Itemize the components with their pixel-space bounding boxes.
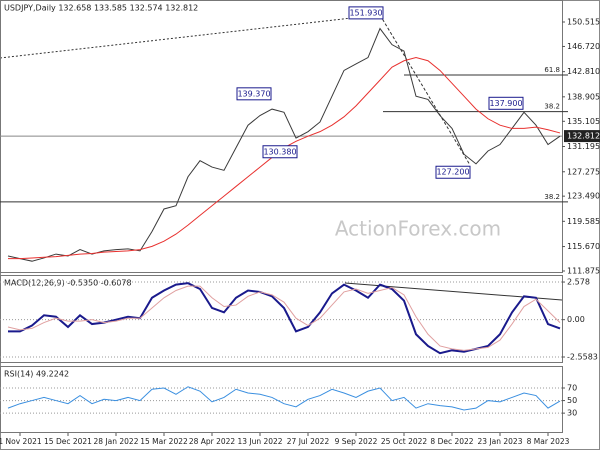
- x-tick-label: 27 Jul 2022: [287, 437, 330, 446]
- y-tick-label: 142.810: [567, 67, 600, 76]
- price-callout-label: 137.900: [489, 99, 522, 108]
- y-tick-label: 150.515: [567, 18, 600, 27]
- last-price-box: [564, 130, 600, 143]
- x-tick-label: 15 Dec 2021: [44, 437, 92, 446]
- y-tick-label: 2.578: [567, 278, 590, 287]
- x-tick-label: 25 Oct 2022: [381, 437, 428, 446]
- x-tick-label: 15 Mar 2022: [140, 437, 188, 446]
- trend-line: [379, 14, 471, 166]
- x-tick-label: 8 Dec 2022: [430, 437, 473, 446]
- price-callout: [348, 6, 384, 20]
- price-callout-label: 139.370: [237, 89, 270, 98]
- price-callout-label: 127.200: [436, 168, 469, 177]
- y-tick-label: 135.105: [567, 117, 600, 126]
- x-tick-label: 13 Jun 2022: [237, 437, 282, 446]
- panel: [0, 366, 563, 433]
- level-label: 61.8: [544, 66, 560, 74]
- x-tick-label: 1 Nov 2021: [0, 437, 42, 446]
- y-tick-label: 70: [567, 384, 577, 393]
- price-callout: [488, 96, 524, 110]
- level-label: 38.2: [544, 193, 560, 201]
- level-label: 38.2: [544, 103, 560, 111]
- panel-title: RSI(14) 49.2242: [4, 370, 69, 379]
- price-callout-label: 151.930: [349, 8, 382, 17]
- y-tick-label: 30: [567, 409, 577, 418]
- y-tick-label: -2.5583: [567, 353, 598, 362]
- series-line: [7, 27, 561, 262]
- series-line: [7, 386, 561, 411]
- trend-line: [0, 14, 379, 59]
- y-tick-label: 0.00: [567, 315, 585, 324]
- x-tick-label: 23 Jan 2023: [478, 437, 523, 446]
- price-callout: [262, 145, 298, 159]
- x-tick-label: 9 Sep 2022: [335, 437, 378, 446]
- price-callout-label: 130.380: [263, 147, 296, 156]
- y-tick-label: 119.585: [567, 217, 600, 226]
- y-tick-label: 123.490: [567, 192, 600, 201]
- x-tick-label: 28 Jan 2022: [94, 437, 139, 446]
- panel: [0, 275, 563, 363]
- y-tick-label: 111.875: [567, 267, 600, 276]
- price-callout: [236, 87, 272, 101]
- x-tick-label: 8 Mar 2023: [527, 437, 570, 446]
- last-price-label: 132.812: [567, 132, 600, 141]
- y-tick-label: 115.670: [567, 242, 600, 251]
- watermark: ActionForex.com: [335, 217, 501, 241]
- y-tick-label: 127.275: [567, 167, 600, 176]
- y-tick-label: 138.905: [567, 92, 600, 101]
- price-callout: [435, 165, 471, 179]
- y-tick-label: 131.195: [567, 142, 600, 151]
- panel-title: USDJPY,Daily 132.658 133.585 132.574 132…: [4, 4, 198, 13]
- series-line: [8, 282, 561, 355]
- panel-title: MACD(12,26,9) -0.5350 -0.6078: [4, 279, 132, 288]
- y-tick-label: 50: [567, 396, 577, 405]
- y-tick-label: 146.720: [567, 42, 600, 51]
- series-line: [7, 285, 561, 351]
- x-tick-label: 28 Apr 2022: [189, 437, 236, 446]
